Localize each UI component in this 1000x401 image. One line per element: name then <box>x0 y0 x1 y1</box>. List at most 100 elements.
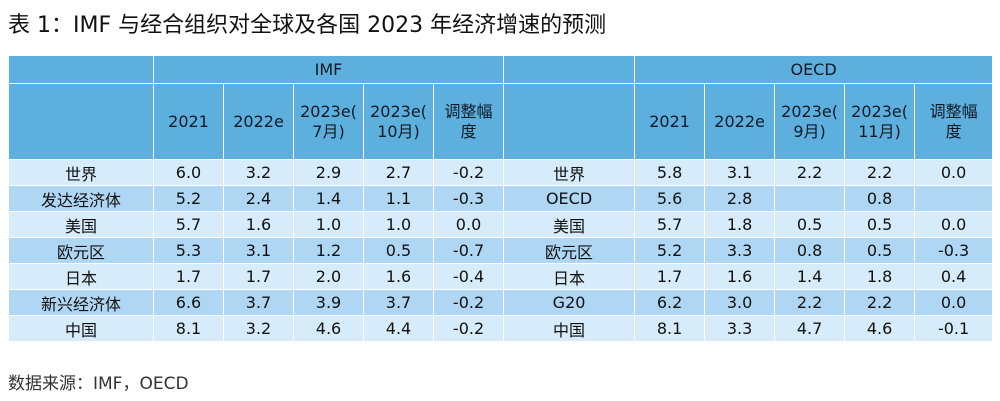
table-row: 美国 5.7 1.6 1.0 1.0 0.0 美国 5.7 1.8 0.5 0.… <box>8 211 994 238</box>
oecd-region-cell: 世界 <box>503 159 636 186</box>
imf-value-cell: 1.6 <box>223 211 294 238</box>
header-spacer-cell <box>503 55 636 84</box>
oecd-value-cell: 4.7 <box>774 315 846 342</box>
oecd-region-cell: 日本 <box>503 263 636 290</box>
imf-value-cell: 6.6 <box>153 289 224 316</box>
imf-col-header: 2023e(7月) <box>293 83 364 160</box>
oecd-value-cell: 2.2 <box>844 159 916 186</box>
oecd-group-header: OECD <box>634 55 994 84</box>
oecd-region-cell: 美国 <box>503 211 636 238</box>
imf-region-cell: 新兴经济体 <box>8 289 154 316</box>
oecd-value-cell: 4.6 <box>844 315 916 342</box>
imf-value-cell: 8.1 <box>153 315 224 342</box>
oecd-value-cell: 3.0 <box>704 289 776 316</box>
imf-value-cell: 4.6 <box>293 315 364 342</box>
header-row-groups: IMF OECD <box>8 55 994 84</box>
oecd-value-cell: 1.8 <box>704 211 776 238</box>
imf-value-cell: 1.7 <box>223 263 294 290</box>
oecd-value-cell: 3.1 <box>704 159 776 186</box>
header-corner-cell <box>8 55 154 84</box>
source-note: 数据来源：IMF，OECD <box>8 374 189 394</box>
oecd-value-cell: 2.2 <box>774 289 846 316</box>
oecd-value-cell: 0.8 <box>774 237 846 264</box>
imf-value-cell: -0.7 <box>432 237 505 264</box>
oecd-value-cell: -0.3 <box>914 237 994 264</box>
table-row: 世界 6.0 3.2 2.9 2.7 -0.2 世界 5.8 3.1 2.2 2… <box>8 159 994 186</box>
oecd-region-cell: G20 <box>503 289 636 316</box>
oecd-value-cell: 2.8 <box>704 185 776 212</box>
oecd-value-cell: 2.2 <box>844 289 916 316</box>
oecd-region-cell: 欧元区 <box>503 237 636 264</box>
imf-value-cell: 3.7 <box>363 289 434 316</box>
imf-region-cell: 中国 <box>8 315 154 342</box>
imf-col-header: 2021 <box>153 83 224 160</box>
imf-value-cell: 5.7 <box>153 211 224 238</box>
table-row: 日本 1.7 1.7 2.0 1.6 -0.4 日本 1.7 1.6 1.4 1… <box>8 263 994 290</box>
oecd-col-header: 2022e <box>704 83 776 160</box>
imf-value-cell: 3.2 <box>223 159 294 186</box>
oecd-value-cell: 1.8 <box>844 263 916 290</box>
imf-value-cell: 3.9 <box>293 289 364 316</box>
oecd-value-cell: 8.1 <box>634 315 706 342</box>
imf-value-cell: -0.4 <box>432 263 505 290</box>
imf-value-cell: 2.9 <box>293 159 364 186</box>
imf-value-cell: -0.2 <box>432 289 505 316</box>
imf-value-cell: 2.7 <box>363 159 434 186</box>
imf-value-cell: 5.3 <box>153 237 224 264</box>
imf-value-cell: 0.0 <box>432 211 505 238</box>
oecd-value-cell: -0.1 <box>914 315 994 342</box>
imf-value-cell: 1.4 <box>293 185 364 212</box>
oecd-value-cell: 0.8 <box>844 185 916 212</box>
header-row-columns: 2021 2022e 2023e(7月) 2023e(10月) 调整幅度 202… <box>8 83 994 160</box>
oecd-value-cell: 6.2 <box>634 289 706 316</box>
imf-region-cell: 美国 <box>8 211 154 238</box>
imf-value-cell: -0.3 <box>432 185 505 212</box>
imf-region-cell: 世界 <box>8 159 154 186</box>
oecd-value-cell: 5.6 <box>634 185 706 212</box>
oecd-value-cell: 3.3 <box>704 237 776 264</box>
table-row: 欧元区 5.3 3.1 1.2 0.5 -0.7 欧元区 5.2 3.3 0.8… <box>8 237 994 264</box>
table-row: 新兴经济体 6.6 3.7 3.9 3.7 -0.2 G20 6.2 3.0 2… <box>8 289 994 316</box>
oecd-value-cell: 0.5 <box>844 237 916 264</box>
imf-region-header <box>8 83 154 160</box>
imf-value-cell: 0.5 <box>363 237 434 264</box>
oecd-value-cell: 0.0 <box>914 159 994 186</box>
oecd-region-cell: OECD <box>503 185 636 212</box>
imf-value-cell: 1.1 <box>363 185 434 212</box>
imf-value-cell: 1.7 <box>153 263 224 290</box>
oecd-value-cell: 1.4 <box>774 263 846 290</box>
imf-col-header: 2023e(10月) <box>363 83 434 160</box>
imf-value-cell: 3.1 <box>223 237 294 264</box>
imf-value-cell: 2.0 <box>293 263 364 290</box>
imf-value-cell: 1.2 <box>293 237 364 264</box>
oecd-region-header <box>503 83 636 160</box>
imf-value-cell: 3.7 <box>223 289 294 316</box>
oecd-value-cell: 0.5 <box>774 211 846 238</box>
oecd-value-cell: 3.3 <box>704 315 776 342</box>
forecast-table: IMF OECD 2021 2022e 2023e(7月) 2023e(10月)… <box>8 55 994 342</box>
imf-group-header: IMF <box>152 55 505 84</box>
imf-value-cell: 1.6 <box>363 263 434 290</box>
oecd-value-cell: 1.6 <box>704 263 776 290</box>
imf-value-cell: 6.0 <box>153 159 224 186</box>
oecd-col-header: 2021 <box>634 83 706 160</box>
oecd-region-cell: 中国 <box>503 315 636 342</box>
imf-region-cell: 欧元区 <box>8 237 154 264</box>
imf-value-cell: 2.4 <box>223 185 294 212</box>
imf-col-header: 调整幅度 <box>432 83 505 160</box>
imf-region-cell: 日本 <box>8 263 154 290</box>
oecd-value-cell: 0.0 <box>914 289 994 316</box>
imf-value-cell: 4.4 <box>363 315 434 342</box>
oecd-col-header: 2023e(11月) <box>844 83 916 160</box>
oecd-value-cell <box>774 185 846 212</box>
imf-value-cell: -0.2 <box>432 159 505 186</box>
oecd-value-cell: 2.2 <box>774 159 846 186</box>
oecd-col-header: 2023e(9月) <box>774 83 846 160</box>
oecd-value-cell: 5.8 <box>634 159 706 186</box>
oecd-value-cell: 0.5 <box>844 211 916 238</box>
oecd-value-cell <box>914 185 994 212</box>
imf-value-cell: 1.0 <box>293 211 364 238</box>
imf-region-cell: 发达经济体 <box>8 185 154 212</box>
table-row: 中国 8.1 3.2 4.6 4.4 -0.2 中国 8.1 3.3 4.7 4… <box>8 315 994 342</box>
imf-value-cell: 3.2 <box>223 315 294 342</box>
